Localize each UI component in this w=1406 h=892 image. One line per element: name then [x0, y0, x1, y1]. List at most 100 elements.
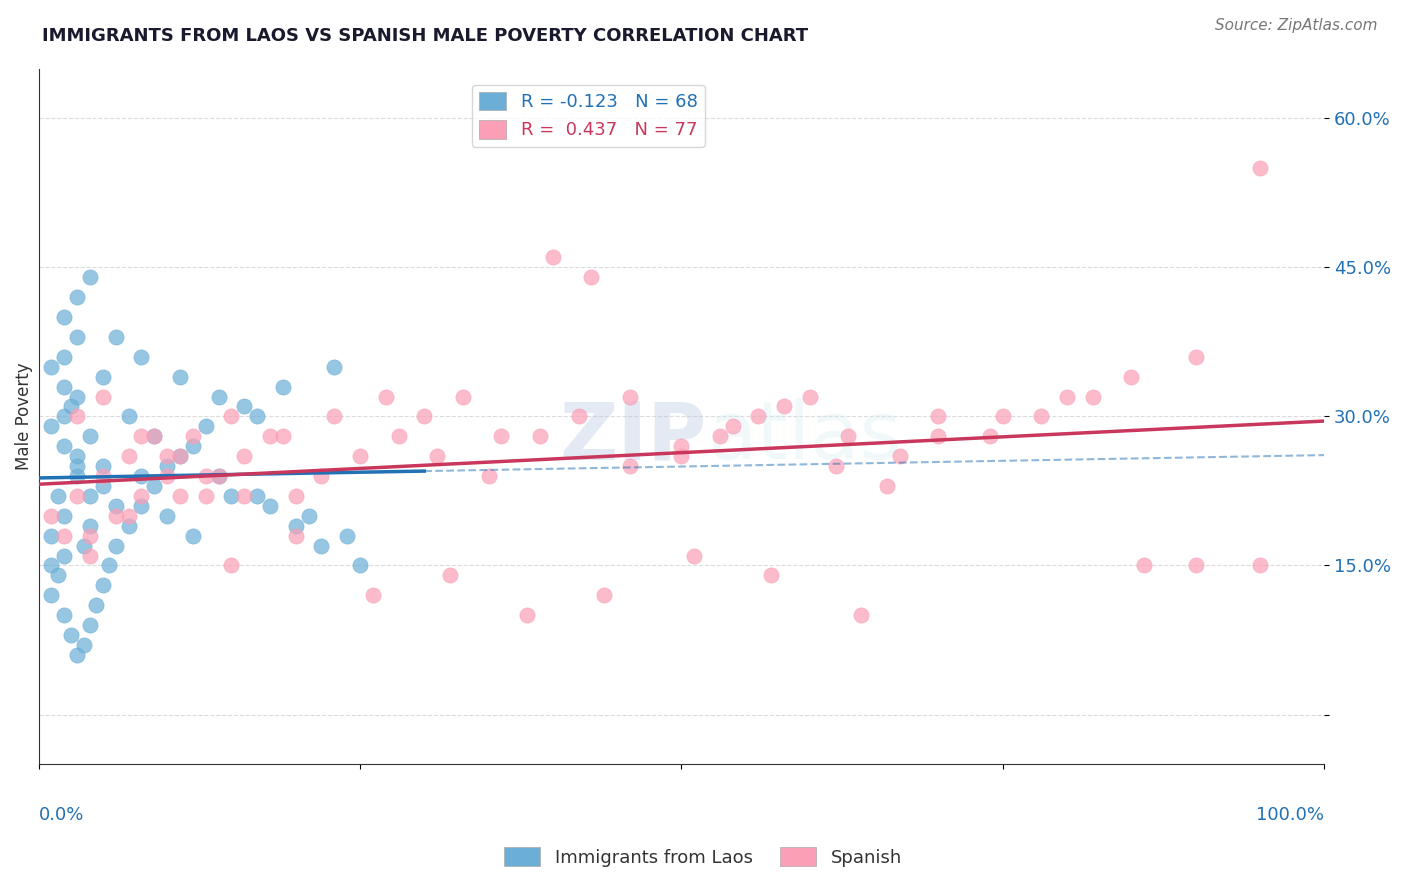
Text: 0.0%: 0.0% [38, 806, 84, 824]
Point [297, 508, 319, 523]
Point [53, 549, 76, 563]
Point [181, 529, 204, 543]
Point [194, 469, 217, 483]
Point [516, 608, 538, 623]
Point [709, 429, 731, 443]
Point [79, 529, 101, 543]
Point [271, 379, 294, 393]
Point [79, 489, 101, 503]
Point [91, 390, 114, 404]
Point [53, 409, 76, 424]
Point [169, 489, 191, 503]
Point [169, 449, 191, 463]
Point [66, 648, 89, 662]
Point [66, 390, 89, 404]
Point [824, 459, 846, 474]
Point [53, 310, 76, 324]
Point [46, 489, 69, 503]
Point [671, 449, 693, 463]
Point [91, 369, 114, 384]
Point [79, 618, 101, 632]
Point [41, 588, 63, 602]
Point [259, 429, 281, 443]
Point [1249, 161, 1271, 175]
Point [529, 429, 551, 443]
Point [207, 390, 229, 404]
Point [143, 429, 166, 443]
Point [349, 449, 371, 463]
Point [271, 429, 294, 443]
Point [66, 489, 89, 503]
Point [194, 489, 217, 503]
Point [41, 359, 63, 374]
Point [361, 588, 384, 602]
Point [1249, 558, 1271, 573]
Point [117, 508, 139, 523]
Point [72, 638, 94, 652]
Point [59, 628, 82, 642]
Point [374, 390, 396, 404]
Point [194, 419, 217, 434]
Point [451, 390, 474, 404]
Point [221, 558, 243, 573]
Point [91, 479, 114, 493]
Point [91, 469, 114, 483]
Point [131, 489, 153, 503]
Point [541, 251, 564, 265]
Text: atlas: atlas [707, 398, 901, 476]
Point [104, 499, 127, 513]
Point [41, 558, 63, 573]
Point [851, 608, 873, 623]
Point [53, 608, 76, 623]
Text: IMMIGRANTS FROM LAOS VS SPANISH MALE POVERTY CORRELATION CHART: IMMIGRANTS FROM LAOS VS SPANISH MALE POV… [42, 27, 808, 45]
Point [336, 529, 359, 543]
Point [1184, 558, 1206, 573]
Point [207, 469, 229, 483]
Y-axis label: Male Poverty: Male Poverty [15, 362, 32, 470]
Point [773, 400, 796, 414]
Legend: R = -0.123   N = 68, R =  0.437   N = 77: R = -0.123 N = 68, R = 0.437 N = 77 [472, 85, 704, 146]
Point [156, 449, 179, 463]
Point [413, 409, 436, 424]
Point [181, 429, 204, 443]
Point [477, 469, 499, 483]
Point [259, 499, 281, 513]
Point [66, 459, 89, 474]
Point [156, 459, 179, 474]
Point [1133, 558, 1156, 573]
Point [53, 508, 76, 523]
Point [246, 409, 269, 424]
Point [721, 419, 744, 434]
Point [66, 449, 89, 463]
Point [131, 429, 153, 443]
Point [79, 429, 101, 443]
Point [53, 350, 76, 364]
Point [761, 568, 783, 582]
Point [619, 390, 641, 404]
Point [98, 558, 121, 573]
Point [311, 469, 333, 483]
Point [284, 489, 307, 503]
Point [284, 529, 307, 543]
Point [156, 469, 179, 483]
Point [284, 518, 307, 533]
Point [41, 529, 63, 543]
Point [619, 459, 641, 474]
Point [387, 429, 409, 443]
Point [131, 350, 153, 364]
Point [143, 429, 166, 443]
Point [46, 568, 69, 582]
Point [747, 409, 769, 424]
Point [79, 518, 101, 533]
Point [979, 429, 1001, 443]
Point [876, 479, 898, 493]
Point [246, 489, 269, 503]
Point [66, 290, 89, 304]
Point [1121, 369, 1143, 384]
Point [221, 409, 243, 424]
Point [131, 469, 153, 483]
Point [86, 599, 108, 613]
Point [53, 379, 76, 393]
Point [1056, 390, 1078, 404]
Point [117, 449, 139, 463]
